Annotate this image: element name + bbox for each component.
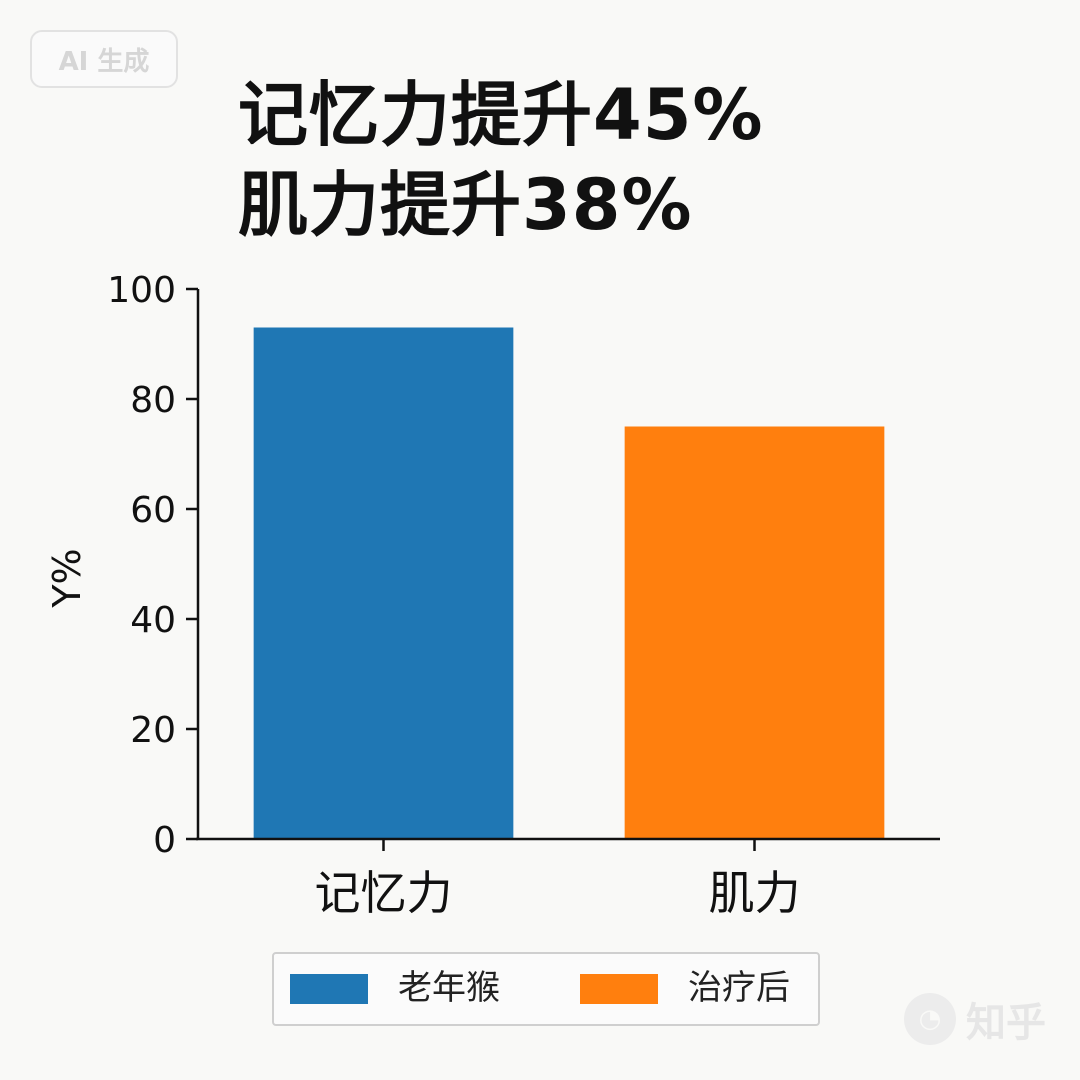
- y-axis-label: Y%: [45, 548, 89, 608]
- x-tick-label: 记忆力: [315, 866, 453, 920]
- bar-1: [253, 327, 514, 839]
- zhihu-logo-icon: ◔: [904, 993, 956, 1045]
- y-tick-label: 60: [130, 490, 176, 531]
- zhihu-watermark: ◔ 知乎: [904, 990, 1046, 1048]
- bar-2: [624, 426, 885, 839]
- ai-generated-badge: AI 生成: [30, 30, 178, 88]
- x-tick-label: 肌力: [709, 866, 801, 920]
- y-tick-label: 100: [107, 270, 176, 311]
- y-tick-label: 80: [130, 380, 176, 421]
- y-tick-label: 0: [153, 820, 176, 861]
- legend-label-series-1: 老年猴: [398, 968, 500, 1008]
- x-ticks-group: 记忆力 肌力: [315, 839, 801, 920]
- legend-label-series-2: 治疗后: [688, 968, 790, 1008]
- y-tick-label: 20: [130, 710, 176, 751]
- legend: 老年猴 治疗后: [272, 952, 820, 1026]
- y-tick-label: 40: [130, 600, 176, 641]
- title-line-1: 记忆力提升45%: [238, 74, 764, 156]
- chart-title: 记忆力提升45% 肌力提升38%: [238, 70, 764, 250]
- title-line-2: 肌力提升38%: [238, 164, 693, 246]
- axes-group: [196, 289, 940, 841]
- bars-group: [253, 327, 885, 839]
- legend-swatch-series-2: [580, 974, 658, 1004]
- watermark-text: 知乎: [966, 1000, 1046, 1046]
- legend-swatch-series-1: [290, 974, 368, 1004]
- y-ticks-group: 0 20 40 60 80 100: [107, 270, 198, 861]
